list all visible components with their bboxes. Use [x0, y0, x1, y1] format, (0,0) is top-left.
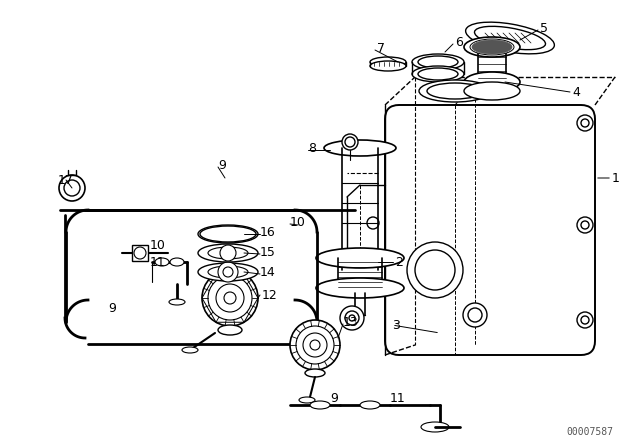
Ellipse shape [470, 39, 514, 55]
Ellipse shape [305, 369, 325, 377]
Ellipse shape [200, 226, 256, 242]
Ellipse shape [310, 401, 330, 409]
Circle shape [367, 217, 379, 229]
FancyBboxPatch shape [385, 105, 595, 355]
Ellipse shape [324, 140, 396, 156]
Text: 1: 1 [612, 172, 620, 185]
Ellipse shape [169, 299, 185, 305]
Circle shape [218, 262, 238, 282]
Ellipse shape [370, 57, 406, 67]
Ellipse shape [418, 68, 458, 80]
Circle shape [296, 326, 334, 364]
Text: 3: 3 [392, 319, 400, 332]
Ellipse shape [218, 325, 242, 335]
Text: 16: 16 [260, 225, 276, 238]
Circle shape [415, 250, 455, 290]
Text: 10: 10 [150, 238, 166, 251]
Circle shape [340, 306, 364, 330]
Ellipse shape [200, 226, 256, 242]
Ellipse shape [419, 80, 491, 102]
Circle shape [581, 316, 589, 324]
Ellipse shape [472, 40, 512, 54]
Text: 5: 5 [540, 22, 548, 34]
Text: 9: 9 [218, 159, 226, 172]
Text: 6: 6 [455, 35, 463, 48]
Text: 13: 13 [343, 315, 359, 328]
Circle shape [224, 292, 236, 304]
Ellipse shape [412, 66, 464, 82]
Text: 2: 2 [395, 255, 403, 268]
Ellipse shape [474, 26, 545, 50]
FancyBboxPatch shape [132, 245, 148, 261]
Circle shape [202, 270, 258, 326]
Ellipse shape [208, 228, 248, 240]
Ellipse shape [360, 401, 380, 409]
Text: 10: 10 [290, 215, 306, 228]
Ellipse shape [208, 247, 248, 259]
Circle shape [577, 115, 593, 131]
Circle shape [220, 245, 236, 261]
Text: 11: 11 [150, 255, 166, 268]
Text: 12: 12 [262, 289, 278, 302]
Text: 9: 9 [330, 392, 338, 405]
Text: 00007587: 00007587 [566, 427, 614, 437]
Circle shape [345, 137, 355, 147]
Circle shape [581, 119, 589, 127]
Text: 15: 15 [260, 246, 276, 258]
Ellipse shape [198, 263, 258, 281]
Circle shape [59, 175, 85, 201]
Text: 17: 17 [58, 173, 74, 186]
Text: 11: 11 [390, 392, 406, 405]
Circle shape [216, 284, 244, 312]
Circle shape [468, 308, 482, 322]
Ellipse shape [155, 258, 169, 266]
Circle shape [303, 333, 327, 357]
Ellipse shape [427, 83, 483, 99]
Ellipse shape [198, 225, 258, 243]
Circle shape [290, 320, 340, 370]
Text: 14: 14 [260, 266, 276, 279]
Ellipse shape [182, 347, 198, 353]
Circle shape [349, 315, 355, 321]
Circle shape [577, 217, 593, 233]
Ellipse shape [464, 82, 520, 100]
Ellipse shape [316, 248, 404, 268]
Circle shape [407, 242, 463, 298]
Text: 7: 7 [377, 42, 385, 55]
Text: 4: 4 [572, 86, 580, 99]
Circle shape [223, 267, 233, 277]
Ellipse shape [170, 258, 184, 266]
Ellipse shape [464, 37, 520, 57]
Circle shape [577, 312, 593, 328]
Ellipse shape [412, 54, 464, 70]
Circle shape [134, 247, 146, 259]
Ellipse shape [208, 266, 248, 278]
Text: 8: 8 [308, 142, 316, 155]
Circle shape [581, 221, 589, 229]
Ellipse shape [299, 397, 315, 403]
Circle shape [342, 134, 358, 150]
Circle shape [208, 276, 252, 320]
Circle shape [345, 311, 359, 325]
Ellipse shape [370, 61, 406, 71]
Ellipse shape [198, 244, 258, 262]
Circle shape [64, 180, 80, 196]
Circle shape [463, 303, 487, 327]
Ellipse shape [421, 422, 449, 432]
Ellipse shape [418, 56, 458, 68]
Ellipse shape [464, 72, 520, 92]
Ellipse shape [466, 22, 554, 54]
Text: 9: 9 [108, 302, 116, 314]
Ellipse shape [316, 278, 404, 298]
Circle shape [310, 340, 320, 350]
